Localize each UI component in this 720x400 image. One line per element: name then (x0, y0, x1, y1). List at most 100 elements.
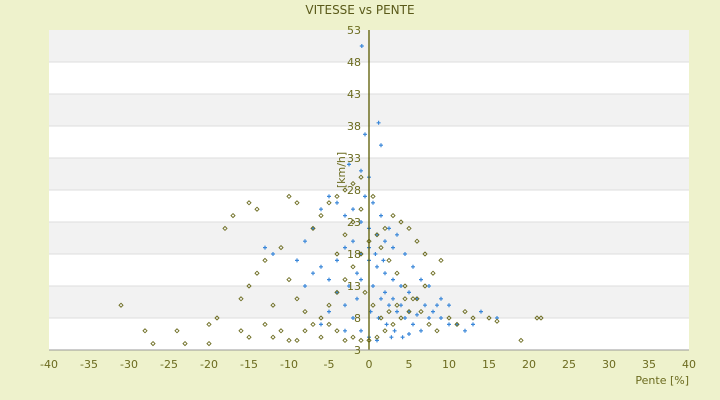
data-point-diamond (310, 225, 316, 232)
data-point-plus (303, 284, 307, 288)
x-tick-label: 15 (482, 358, 496, 371)
x-tick-label: 5 (406, 358, 413, 371)
data-point-plus (359, 328, 363, 333)
data-point-plus (375, 232, 379, 237)
data-point-plus (371, 284, 375, 288)
data-point-plus (363, 132, 367, 137)
x-tick-label: 35 (642, 358, 656, 371)
data-point-diamond (434, 328, 440, 334)
data-point-diamond (362, 289, 368, 296)
data-point-plus (355, 296, 359, 301)
data-point-diamond (446, 315, 452, 321)
data-point-diamond (414, 296, 420, 302)
data-point-plus (373, 252, 378, 256)
x-tick-label: 0 (366, 358, 373, 371)
data-point-diamond (406, 308, 412, 315)
data-point-plus (387, 226, 391, 231)
data-point-plus (375, 264, 379, 269)
data-point-diamond (518, 337, 524, 344)
data-point-diamond (422, 251, 428, 257)
data-point-diamond (214, 315, 220, 321)
data-point-diamond (398, 315, 404, 321)
data-point-plus (383, 290, 387, 295)
data-point-diamond (230, 212, 236, 219)
data-point-diamond (402, 283, 408, 289)
data-point-diamond (410, 296, 416, 302)
data-point-plus (359, 252, 363, 256)
y-tick-label: 18 (347, 248, 361, 261)
data-point-diamond (394, 270, 400, 276)
data-point-diamond (334, 328, 340, 334)
data-point-plus (407, 290, 411, 295)
data-point-diamond (326, 321, 332, 328)
data-point-diamond (486, 315, 492, 321)
data-point-diamond (358, 174, 364, 180)
data-point-plus (435, 303, 439, 308)
data-point-plus (359, 277, 363, 282)
data-point-plus (379, 296, 383, 301)
data-point-plus (447, 322, 451, 327)
data-point-plus (419, 277, 423, 282)
data-point-diamond (270, 334, 276, 340)
data-point-diamond (174, 328, 180, 334)
data-point-plus (335, 290, 339, 295)
data-point-plus (359, 220, 363, 224)
data-point-diamond (422, 283, 428, 289)
data-point-plus (399, 284, 403, 288)
data-point-plus (327, 309, 331, 314)
data-point-plus (347, 284, 351, 288)
data-point-diamond (238, 328, 244, 334)
data-point-diamond (426, 321, 432, 328)
y-tick-label: 23 (347, 216, 361, 229)
data-point-diamond (342, 232, 348, 238)
data-point-diamond (294, 296, 300, 302)
y-tick-label: 43 (347, 88, 361, 101)
data-point-diamond (470, 315, 476, 321)
data-point-diamond (494, 318, 500, 324)
data-point-plus (392, 328, 397, 333)
data-point-diamond (318, 334, 324, 340)
data-point-plus (384, 322, 389, 327)
x-tick-label: -15 (240, 358, 258, 371)
data-point-diamond (310, 321, 316, 328)
data-point-plus (319, 264, 323, 269)
data-point-diamond (238, 296, 244, 302)
data-point-plus (351, 239, 355, 244)
data-point-diamond (270, 302, 276, 308)
data-point-diamond (390, 321, 396, 328)
data-point-diamond (246, 200, 252, 206)
data-point-diamond (374, 232, 380, 238)
x-tick-label: -5 (324, 358, 335, 371)
data-point-plus (387, 303, 391, 308)
data-point-plus (391, 245, 395, 250)
data-point-plus (415, 296, 419, 301)
data-point-diamond (294, 337, 300, 344)
data-point-diamond (462, 308, 468, 315)
data-point-plus (439, 296, 443, 301)
y-tick-label: 33 (347, 152, 361, 165)
data-point-diamond (334, 193, 340, 200)
data-point-diamond (150, 340, 156, 347)
y-tick-label: 3 (354, 344, 361, 357)
data-point-plus (263, 245, 267, 250)
data-point-diamond (302, 308, 308, 315)
data-point-plus (411, 322, 415, 327)
data-point-diamond (438, 257, 444, 264)
data-point-plus (407, 309, 411, 314)
y-tick-label: 8 (354, 312, 361, 325)
data-point-plus (351, 207, 355, 212)
x-tick-label: -40 (40, 358, 58, 371)
x-tick-label: -30 (120, 358, 138, 371)
data-point-plus (399, 303, 403, 308)
data-point-diamond (538, 315, 544, 321)
data-point-diamond (358, 251, 364, 257)
data-point-plus (311, 271, 315, 276)
data-point-diamond (118, 302, 124, 308)
data-point-diamond (370, 193, 376, 200)
data-point-diamond (206, 321, 212, 328)
data-point-diamond (254, 270, 260, 276)
data-point-diamond (254, 206, 260, 212)
data-point-plus (343, 213, 347, 218)
data-point-diamond (378, 244, 384, 251)
data-point-diamond (286, 193, 292, 200)
